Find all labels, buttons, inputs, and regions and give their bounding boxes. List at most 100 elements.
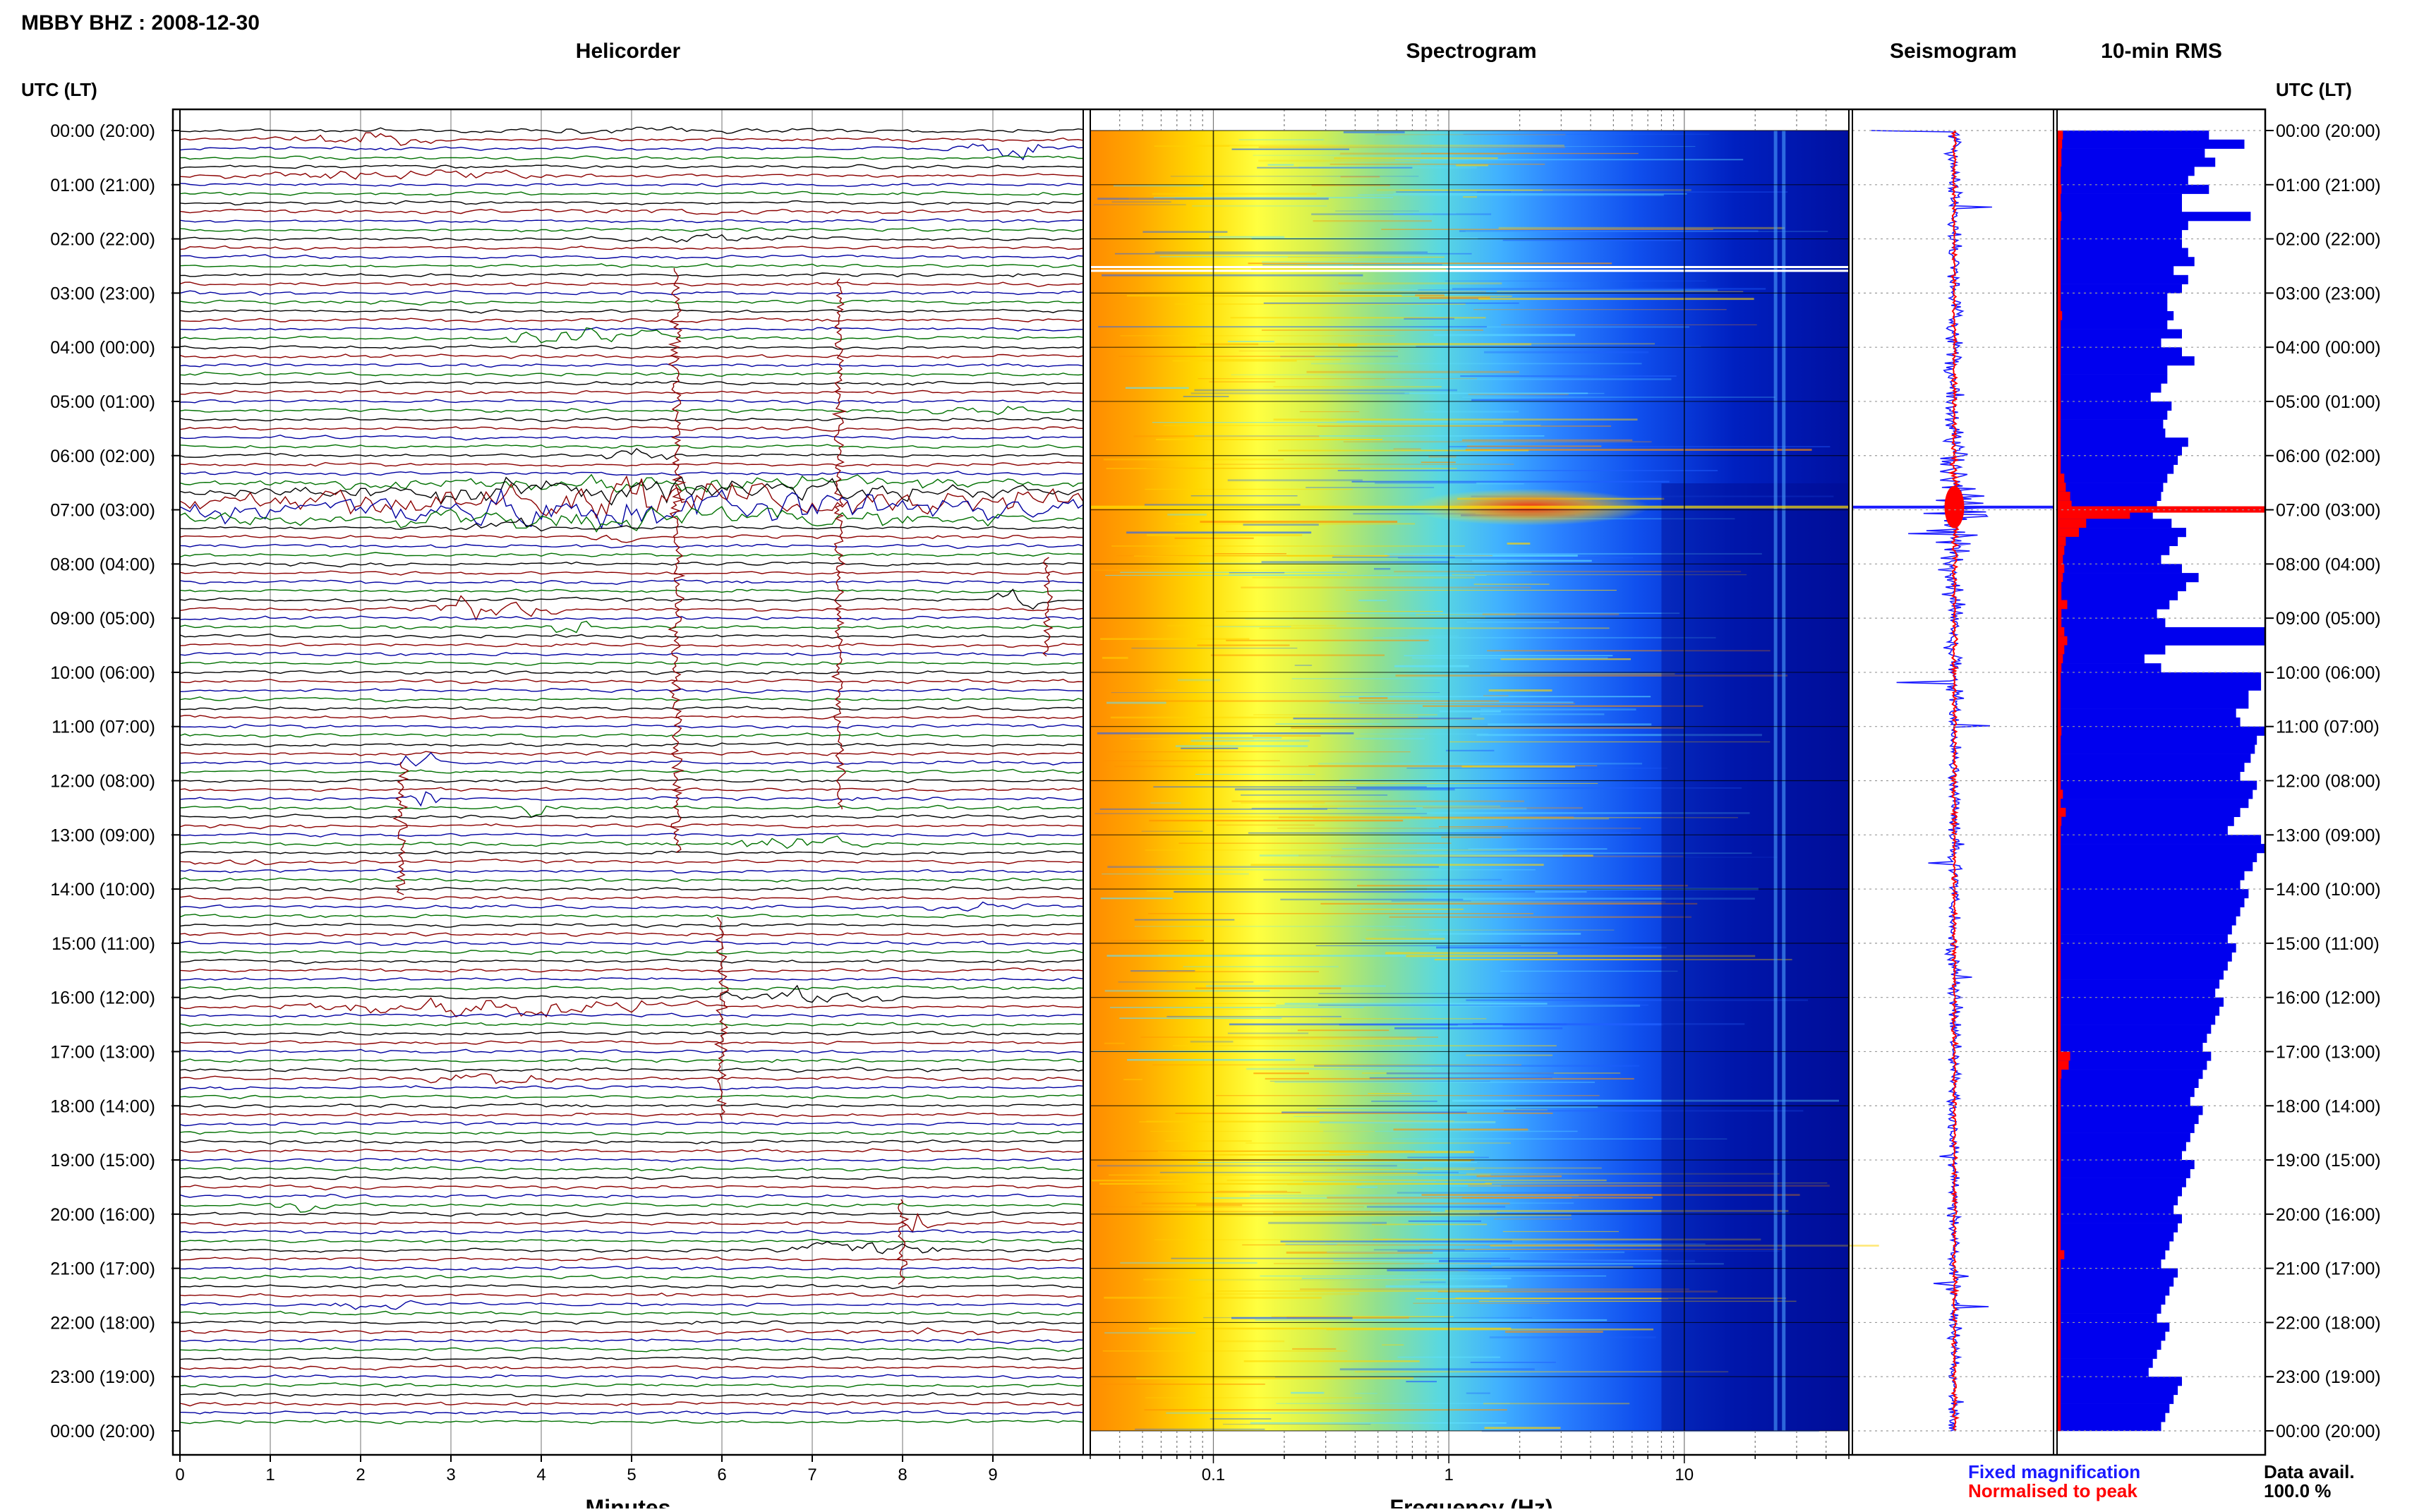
spectrogram-streak (1354, 1371, 1729, 1373)
spectrogram-streak (1261, 561, 1449, 563)
spectrogram-streak (1130, 738, 1254, 739)
spectrogram-streak (1340, 176, 1380, 178)
spectrogram-streak (1253, 155, 1454, 156)
spectrogram-streak (1246, 1068, 1432, 1070)
rms-bar-normalised (2057, 1232, 2061, 1242)
helicorder-trace (179, 263, 1084, 268)
rms-bar-normalised (2057, 1322, 2061, 1332)
helicorder-trace (179, 791, 1084, 807)
spectrogram-streak (1416, 346, 1701, 348)
spectrogram-streak (1104, 1042, 1125, 1044)
spectrogram-streak (1216, 824, 1315, 826)
spectrogram-streak (1492, 1266, 1634, 1268)
legend-normalised: Normalised to peak (1968, 1480, 2137, 1501)
spectrogram-streak (1126, 1150, 1415, 1152)
spectrogram-streak (1317, 425, 1611, 427)
spectrogram-streak (1358, 697, 1388, 699)
spectrogram-streak (1145, 1397, 1362, 1398)
spectrogram-streak (1337, 421, 1504, 423)
spectrogram-streak (1473, 571, 1532, 574)
spectrogram-streak (1488, 689, 1552, 692)
helicorder-trace (179, 1048, 1084, 1054)
spectrogram-streak (1465, 231, 1828, 232)
spectrogram-streak (1134, 926, 1406, 927)
helicorder-trace (179, 570, 1084, 576)
spectrogram-streak (1476, 1175, 1562, 1178)
hour-label-right: 05:00 (01:00) (2276, 392, 2381, 412)
spectrogram-streak (1215, 1095, 1600, 1096)
rms-bar-normalised (2057, 437, 2061, 447)
legend-fixed: Fixed magnification (1968, 1461, 2140, 1482)
rms-bar-fixed (2057, 302, 2168, 312)
spectrogram-streak (1292, 617, 1485, 619)
helicorder-trace (179, 126, 1084, 134)
spectrogram-streak (1128, 198, 1175, 200)
rms-bar-fixed (2057, 1349, 2157, 1359)
rms-bar-normalised (2057, 139, 2063, 149)
rms-bar-fixed (2057, 1115, 2199, 1125)
rms-bar-fixed (2057, 1413, 2166, 1422)
spectrogram-streak (1393, 448, 1421, 450)
hour-labels: 00:00 (20:00) 00:00 (20:00) 01:00 (21:00) 0… (50, 121, 2380, 1441)
rms-bar-fixed (2057, 979, 2220, 989)
spectrogram-streak (1190, 739, 1310, 742)
spectrogram-streak (1210, 654, 1385, 656)
spectrogram-panel: 0.1 1 10 (1090, 109, 1879, 1484)
rms-bar-fixed (2057, 167, 2195, 176)
rms-bar-fixed (2057, 1322, 2170, 1332)
rms-bar-fixed (2057, 1132, 2190, 1142)
helicorder-trace (179, 941, 1084, 946)
spectrogram-streak (1275, 343, 1655, 345)
rms-bar-fixed (2057, 1205, 2174, 1215)
spectrogram-streak (1287, 256, 1445, 258)
rms-bar-normalised (2057, 1349, 2061, 1359)
rms-bar-normalised (2057, 1394, 2061, 1404)
spectrogram-streak (1113, 185, 1203, 187)
helicorder-trace (179, 895, 1084, 901)
helicorder-trace (179, 1102, 1084, 1109)
spectrogram-streak (1174, 537, 1254, 539)
rms-bar-fixed (2057, 464, 2174, 474)
spectrogram-streak (1418, 289, 1680, 291)
spectrogram-streak (1230, 317, 1486, 319)
helicorder-trace (179, 1293, 1084, 1298)
rms-bar-fixed (2057, 1250, 2166, 1260)
spectrogram-streak (1154, 1239, 1387, 1241)
rms-bar-normalised (2057, 1403, 2061, 1413)
rms-bar-normalised (2057, 1223, 2061, 1233)
spectrogram-streak (1147, 890, 1406, 892)
helicorder-trace (179, 132, 1084, 146)
helicorder-trace (179, 706, 1084, 711)
helicorder-trace (179, 299, 1084, 306)
spectrogram-streak (1164, 1008, 1262, 1010)
spectrogram-streak (1258, 146, 1566, 148)
helicorder-x-label: Minutes (586, 1495, 671, 1508)
spectrogram-streak (1273, 418, 1638, 421)
spectrogram-streak (1135, 1428, 1265, 1430)
hour-label-left: 18:00 (14:00) (50, 1096, 155, 1116)
rms-bar-fixed (2057, 157, 2216, 167)
rms-bar-fixed (2057, 1142, 2186, 1151)
hour-label-right: 23:00 (19:00) (2276, 1367, 2381, 1387)
spectrogram-streak (1325, 1243, 1706, 1245)
rms-bar-normalised (2057, 654, 2063, 664)
hour-label-left: 14:00 (10:00) (50, 880, 155, 900)
spectrogram-streak (1106, 1211, 1431, 1213)
spectrogram-streak (1120, 700, 1500, 702)
spectrogram-streak (1246, 1142, 1511, 1144)
hour-label-right: 02:00 (22:00) (2276, 230, 2381, 250)
spectrogram-streak (1319, 1121, 1496, 1124)
spectrogram-streak (1120, 335, 1395, 337)
rms-bar-fixed (2057, 1277, 2174, 1287)
spectrogram-streak (1387, 1269, 1594, 1271)
rms-bar-normalised (2057, 897, 2061, 907)
spectrogram-streak (1394, 665, 1469, 667)
spectrogram-streak (1262, 264, 1442, 265)
helicorder-trace (179, 595, 1084, 622)
spectrogram-streak (1187, 1037, 1417, 1040)
rms-bar-normalised (2057, 202, 2061, 212)
rms-bar-normalised (2057, 284, 2061, 294)
rms-bar-normalised (2057, 1142, 2061, 1151)
rms-bar-normalised (2057, 1205, 2061, 1215)
spectrogram-streak (1291, 678, 1450, 679)
